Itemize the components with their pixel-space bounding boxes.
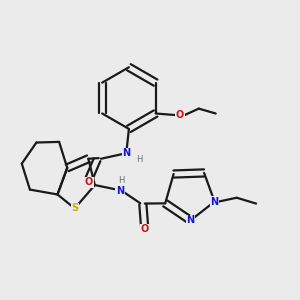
Text: H: H [136, 155, 142, 164]
Text: O: O [176, 110, 184, 120]
Text: N: N [211, 196, 219, 207]
Text: O: O [85, 178, 93, 188]
Text: N: N [186, 215, 195, 225]
Text: O: O [140, 224, 148, 234]
Text: H: H [118, 176, 125, 185]
Text: N: N [116, 186, 124, 196]
Text: N: N [122, 148, 130, 158]
Text: S: S [71, 203, 78, 213]
